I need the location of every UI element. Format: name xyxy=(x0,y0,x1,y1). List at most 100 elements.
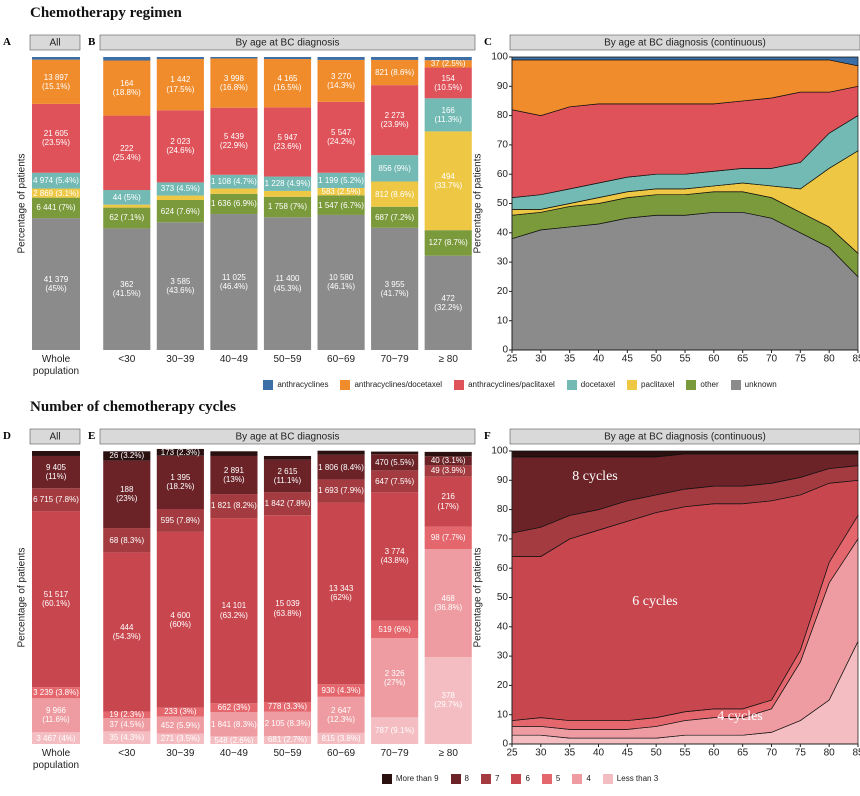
bar-segment xyxy=(317,502,365,685)
annotation: 4 cycles xyxy=(717,709,763,724)
bar-segment xyxy=(317,172,365,188)
facet-strip xyxy=(509,34,860,51)
bar-segment xyxy=(156,222,204,350)
legend-item: other xyxy=(686,380,719,390)
bar-segment xyxy=(424,549,472,657)
bar-segment xyxy=(263,176,312,191)
bar-segment xyxy=(317,454,365,480)
legend-swatch xyxy=(730,380,741,390)
y-tick-label: 90 xyxy=(497,475,509,486)
legend-item: paclitaxel xyxy=(627,380,674,390)
bar-segment xyxy=(210,455,258,495)
x-tick-label: 40 xyxy=(593,748,605,759)
bar-segment xyxy=(424,60,472,68)
legend-swatch xyxy=(686,380,697,390)
bar-segment xyxy=(424,465,472,477)
legend-swatch xyxy=(541,774,552,784)
bar-segment xyxy=(263,217,312,350)
bar-segment xyxy=(156,110,204,183)
bar-segment xyxy=(371,155,419,182)
bar-segment xyxy=(424,57,472,61)
y-tick-label: 10 xyxy=(497,315,509,326)
bar-segment xyxy=(424,255,472,350)
y-tick-label: 60 xyxy=(497,169,509,180)
y-tick-label: 40 xyxy=(497,227,509,238)
facet-label: All xyxy=(49,432,60,443)
bar-segment xyxy=(32,732,80,744)
bar-segment xyxy=(103,60,151,116)
x-tick-label: 55 xyxy=(679,748,691,759)
facet-label: By age at BC diagnosis xyxy=(236,38,340,49)
x-tick-label: 60−69 xyxy=(327,748,356,759)
legend-swatch xyxy=(572,774,583,784)
x-tick-label: ≥ 80 xyxy=(438,748,458,759)
bar-segment xyxy=(371,454,419,471)
bar-segment xyxy=(317,696,365,733)
legend-label: Less than 3 xyxy=(616,774,659,784)
legend-label: 5 xyxy=(555,774,561,784)
y-tick-label: 80 xyxy=(497,504,509,515)
bar-segment xyxy=(317,195,365,215)
bar-segment xyxy=(317,57,365,60)
bar-segment xyxy=(263,459,312,493)
bar-segment xyxy=(103,528,151,553)
facet-strip xyxy=(509,428,860,445)
bar-segment xyxy=(371,620,419,639)
bar-segment xyxy=(371,85,419,156)
bar-segment xyxy=(32,188,80,198)
y-tick-label: 0 xyxy=(502,345,508,356)
x-tick-label: 50 xyxy=(651,748,663,759)
bar-segment xyxy=(317,59,365,102)
bar-segment xyxy=(210,58,258,108)
x-tick-label: 50−59 xyxy=(273,748,302,759)
x-tick-label: 30−39 xyxy=(166,748,195,759)
bar-segment xyxy=(32,451,80,456)
legend-label: 8 xyxy=(464,774,469,784)
bar-segment xyxy=(371,638,419,718)
bar-segment xyxy=(156,57,204,60)
bar-segment xyxy=(424,456,472,466)
x-tick-label: 55 xyxy=(679,354,691,365)
legend-item: 6 xyxy=(511,774,530,784)
bar-segment xyxy=(371,206,419,228)
bar-segment xyxy=(156,195,204,200)
panel-letter: F xyxy=(484,430,491,442)
y-tick-label: 70 xyxy=(497,534,509,545)
bar-segment xyxy=(103,204,151,208)
bar-segment xyxy=(32,698,80,733)
bar-segment xyxy=(32,455,80,489)
legend-label: paclitaxel xyxy=(641,380,675,390)
bar-segment xyxy=(103,460,151,529)
legend-item: 5 xyxy=(541,774,561,784)
legend-item: docetaxel xyxy=(566,380,616,390)
legend-item: unknown xyxy=(730,380,777,390)
y-axis-label: Percentage of patients xyxy=(473,153,484,253)
bar-segment xyxy=(32,103,80,173)
legend-label: 7 xyxy=(494,774,500,784)
bar-segment xyxy=(210,188,258,194)
bar-segment xyxy=(156,448,204,456)
x-tick-label: 40−49 xyxy=(219,748,248,759)
legend-item: Less than 3 xyxy=(602,774,659,784)
facet-strip xyxy=(29,428,81,445)
y-tick-label: 100 xyxy=(491,52,508,63)
legend-label: anthracyclines/paclitaxel xyxy=(468,380,555,390)
x-tick-label: 45 xyxy=(622,748,634,759)
bar-segment xyxy=(371,451,419,455)
facet-label: All xyxy=(49,38,60,49)
area xyxy=(511,450,859,458)
annotation: 6 cycles xyxy=(632,594,678,609)
bar-segment xyxy=(210,451,258,456)
bar-segment xyxy=(317,684,365,697)
bar-segment xyxy=(32,488,80,512)
x-tick-label: Whole population xyxy=(32,748,80,771)
bar-segment xyxy=(103,57,151,61)
facet-label: By age at BC diagnosis xyxy=(236,432,340,443)
x-tick-label: 85 xyxy=(852,748,860,759)
y-axis-label: Percentage of patients xyxy=(473,547,484,647)
legend-label: docetaxel xyxy=(580,380,616,390)
bar-segment xyxy=(371,181,419,207)
bar-segment xyxy=(263,190,312,197)
bar-segment xyxy=(424,230,472,256)
